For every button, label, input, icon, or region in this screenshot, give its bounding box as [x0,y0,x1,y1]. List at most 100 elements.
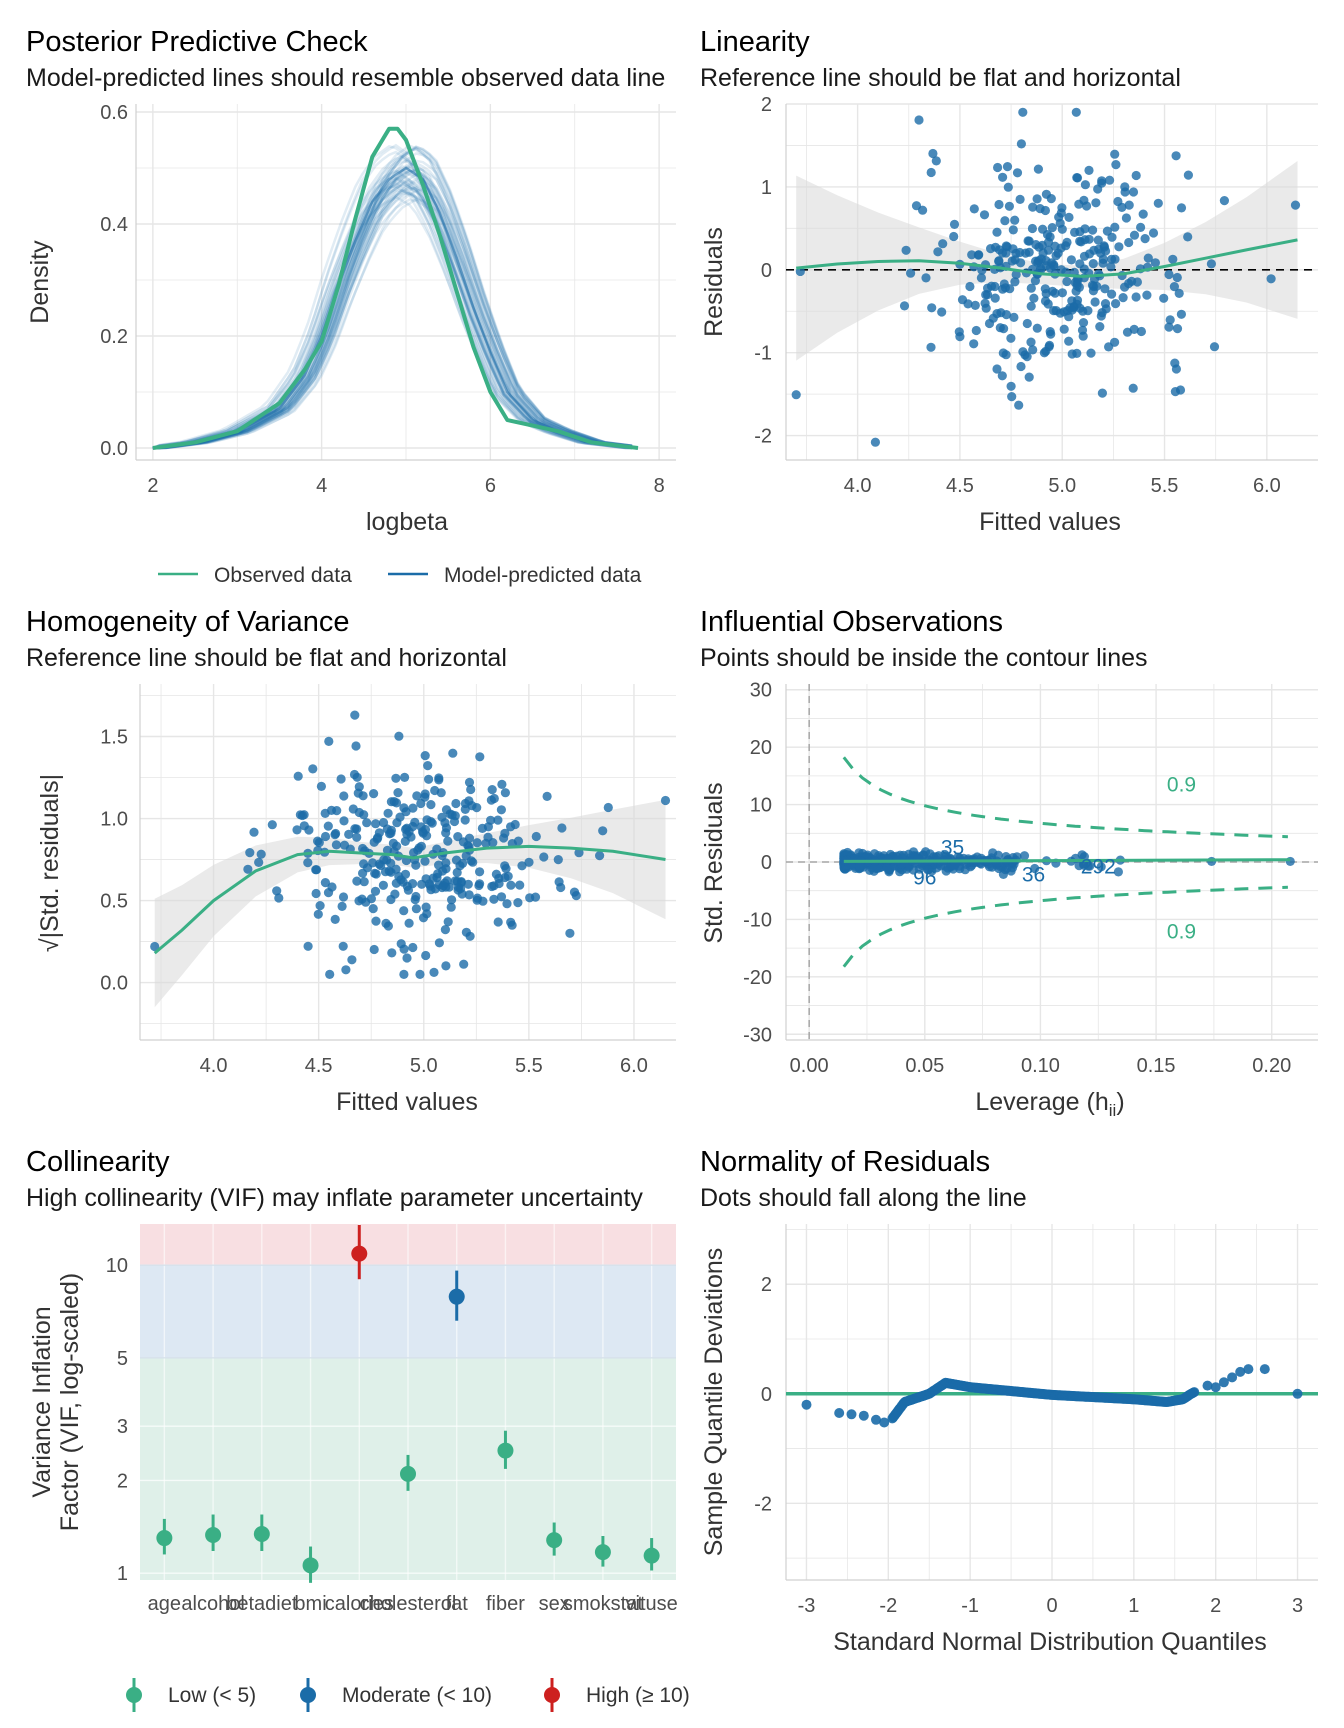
linearity-residual-point [1074,199,1084,209]
homogeneity-point [453,832,463,842]
ppc-y-tick-label: 0.6 [100,102,128,124]
homogeneity-point [404,918,414,928]
homogeneity-point [325,969,335,980]
linearity-residual-point [1049,260,1059,270]
linearity-residual-point [1172,272,1182,283]
linearity-residual-point [1106,262,1116,272]
normality-x-tick-label: 2 [1210,1595,1221,1617]
linearity-residual-point [1067,349,1077,359]
normality-ylabel: Sample Quantile Deviations [700,1248,728,1557]
linearity-residual-point [1008,225,1018,235]
linearity-y-tick-label: 0 [761,260,772,282]
homogeneity-point [314,838,324,848]
ppc-title: Posterior Predictive Check [26,26,368,58]
homogeneity-point [393,788,403,798]
homogeneity-point [496,892,507,902]
ppc-ylabel: Density [26,240,54,324]
homogeneity-point [491,869,501,879]
homogeneity-y-tick-label: 1.0 [100,809,128,831]
linearity-residual-point [1064,336,1074,346]
linearity-residual-point [1183,170,1193,180]
homogeneity-point [515,880,525,890]
collinearity-y-tick-label: 10 [106,1255,128,1277]
homogeneity-x-tick-label: 5.0 [410,1055,438,1077]
homogeneity-point [441,805,452,815]
predicted-draw-line [152,167,633,450]
ppc-y-tick-label: 0.0 [100,438,128,460]
linearity-residual-point [1032,194,1042,204]
linearity-residual-point [1168,254,1178,264]
predicted-draw-line [152,191,633,450]
linearity-residual-point [1031,256,1041,266]
linearity-residual-point [1064,212,1074,222]
cooks-contour-lower [842,885,1288,968]
homogeneity-point [553,855,563,865]
linearity-residual-point [1001,350,1011,360]
predicted-mean-line [152,166,639,450]
homogeneity-point [489,793,499,804]
linearity-residual-point [1096,248,1106,258]
normality-x-tick-label: -3 [798,1595,816,1617]
homogeneity-point [399,906,409,916]
linearity-residual-point [1176,203,1187,213]
linearity-residual-point [906,268,916,278]
collinearity-y-tick-label: 5 [117,1348,128,1370]
normality-x-tick-label: 0 [1046,1595,1057,1617]
homogeneity-point [338,941,348,951]
linearity-residual-point [899,301,910,311]
predicted-draw-line [152,185,633,450]
homogeneity-point [337,901,347,912]
homogeneity-point [382,845,393,855]
linearity-residual-point [1110,149,1120,159]
homogeneity-point [493,815,503,825]
predicted-draw-line [152,177,633,450]
homogeneity-point [339,840,350,850]
linearity-residual-point [1136,326,1146,337]
linearity-residual-point [1040,205,1050,216]
homogeneity-point [371,819,381,829]
linearity-residual-point [1047,223,1057,233]
influential-point-label: 96 [913,867,936,890]
homogeneity-point [530,892,541,902]
influential-y-tick-label: -10 [743,909,772,931]
linearity-residual-point [1051,251,1061,261]
homogeneity-point [660,795,671,806]
linearity-y-tick-label: 1 [761,177,772,199]
linearity-residual-point [1121,213,1131,223]
homogeneity-point [362,818,372,828]
homogeneity-point [267,820,277,830]
homogeneity-point [424,774,434,784]
linearity-y-tick-label: 2 [761,94,772,116]
collinearity-title: Collinearity [26,1146,170,1178]
linearity-residual-point [1080,180,1090,190]
linearity-residual-point [1065,303,1075,313]
homogeneity-point [426,817,436,827]
ppc-panel: Posterior Predictive Check Model-predict… [26,26,676,587]
linearity-residual-point [1219,196,1229,206]
predicted-draw-line [152,179,633,450]
influential-point [855,861,865,872]
homogeneity-point [316,781,326,792]
normality-point [1227,1372,1238,1383]
linearity-residual-point [1102,226,1112,236]
collinearity-x-tick-label: bmi [294,1593,326,1615]
linearity-residual-point [1164,269,1174,280]
linearity-residual-point [1028,202,1038,212]
homogeneity-point [447,895,457,905]
homogeneity-point [330,830,340,840]
linearity-x-tick-label: 6.0 [1253,475,1281,497]
legend-key-point [544,1687,560,1703]
homogeneity-point [441,828,451,838]
homogeneity-point [254,857,264,868]
homogeneity-point [531,831,541,842]
homogeneity-point [430,785,440,796]
homogeneity-point [293,771,303,781]
linearity-residual-point [969,204,979,214]
vif-point [253,1525,270,1542]
homogeneity-point [411,860,421,870]
predicted-draw-line [152,179,633,450]
homogeneity-point [487,785,497,795]
predicted-draw-line [152,189,633,450]
homogeneity-point [450,876,460,886]
homogeneity-point [331,840,341,850]
